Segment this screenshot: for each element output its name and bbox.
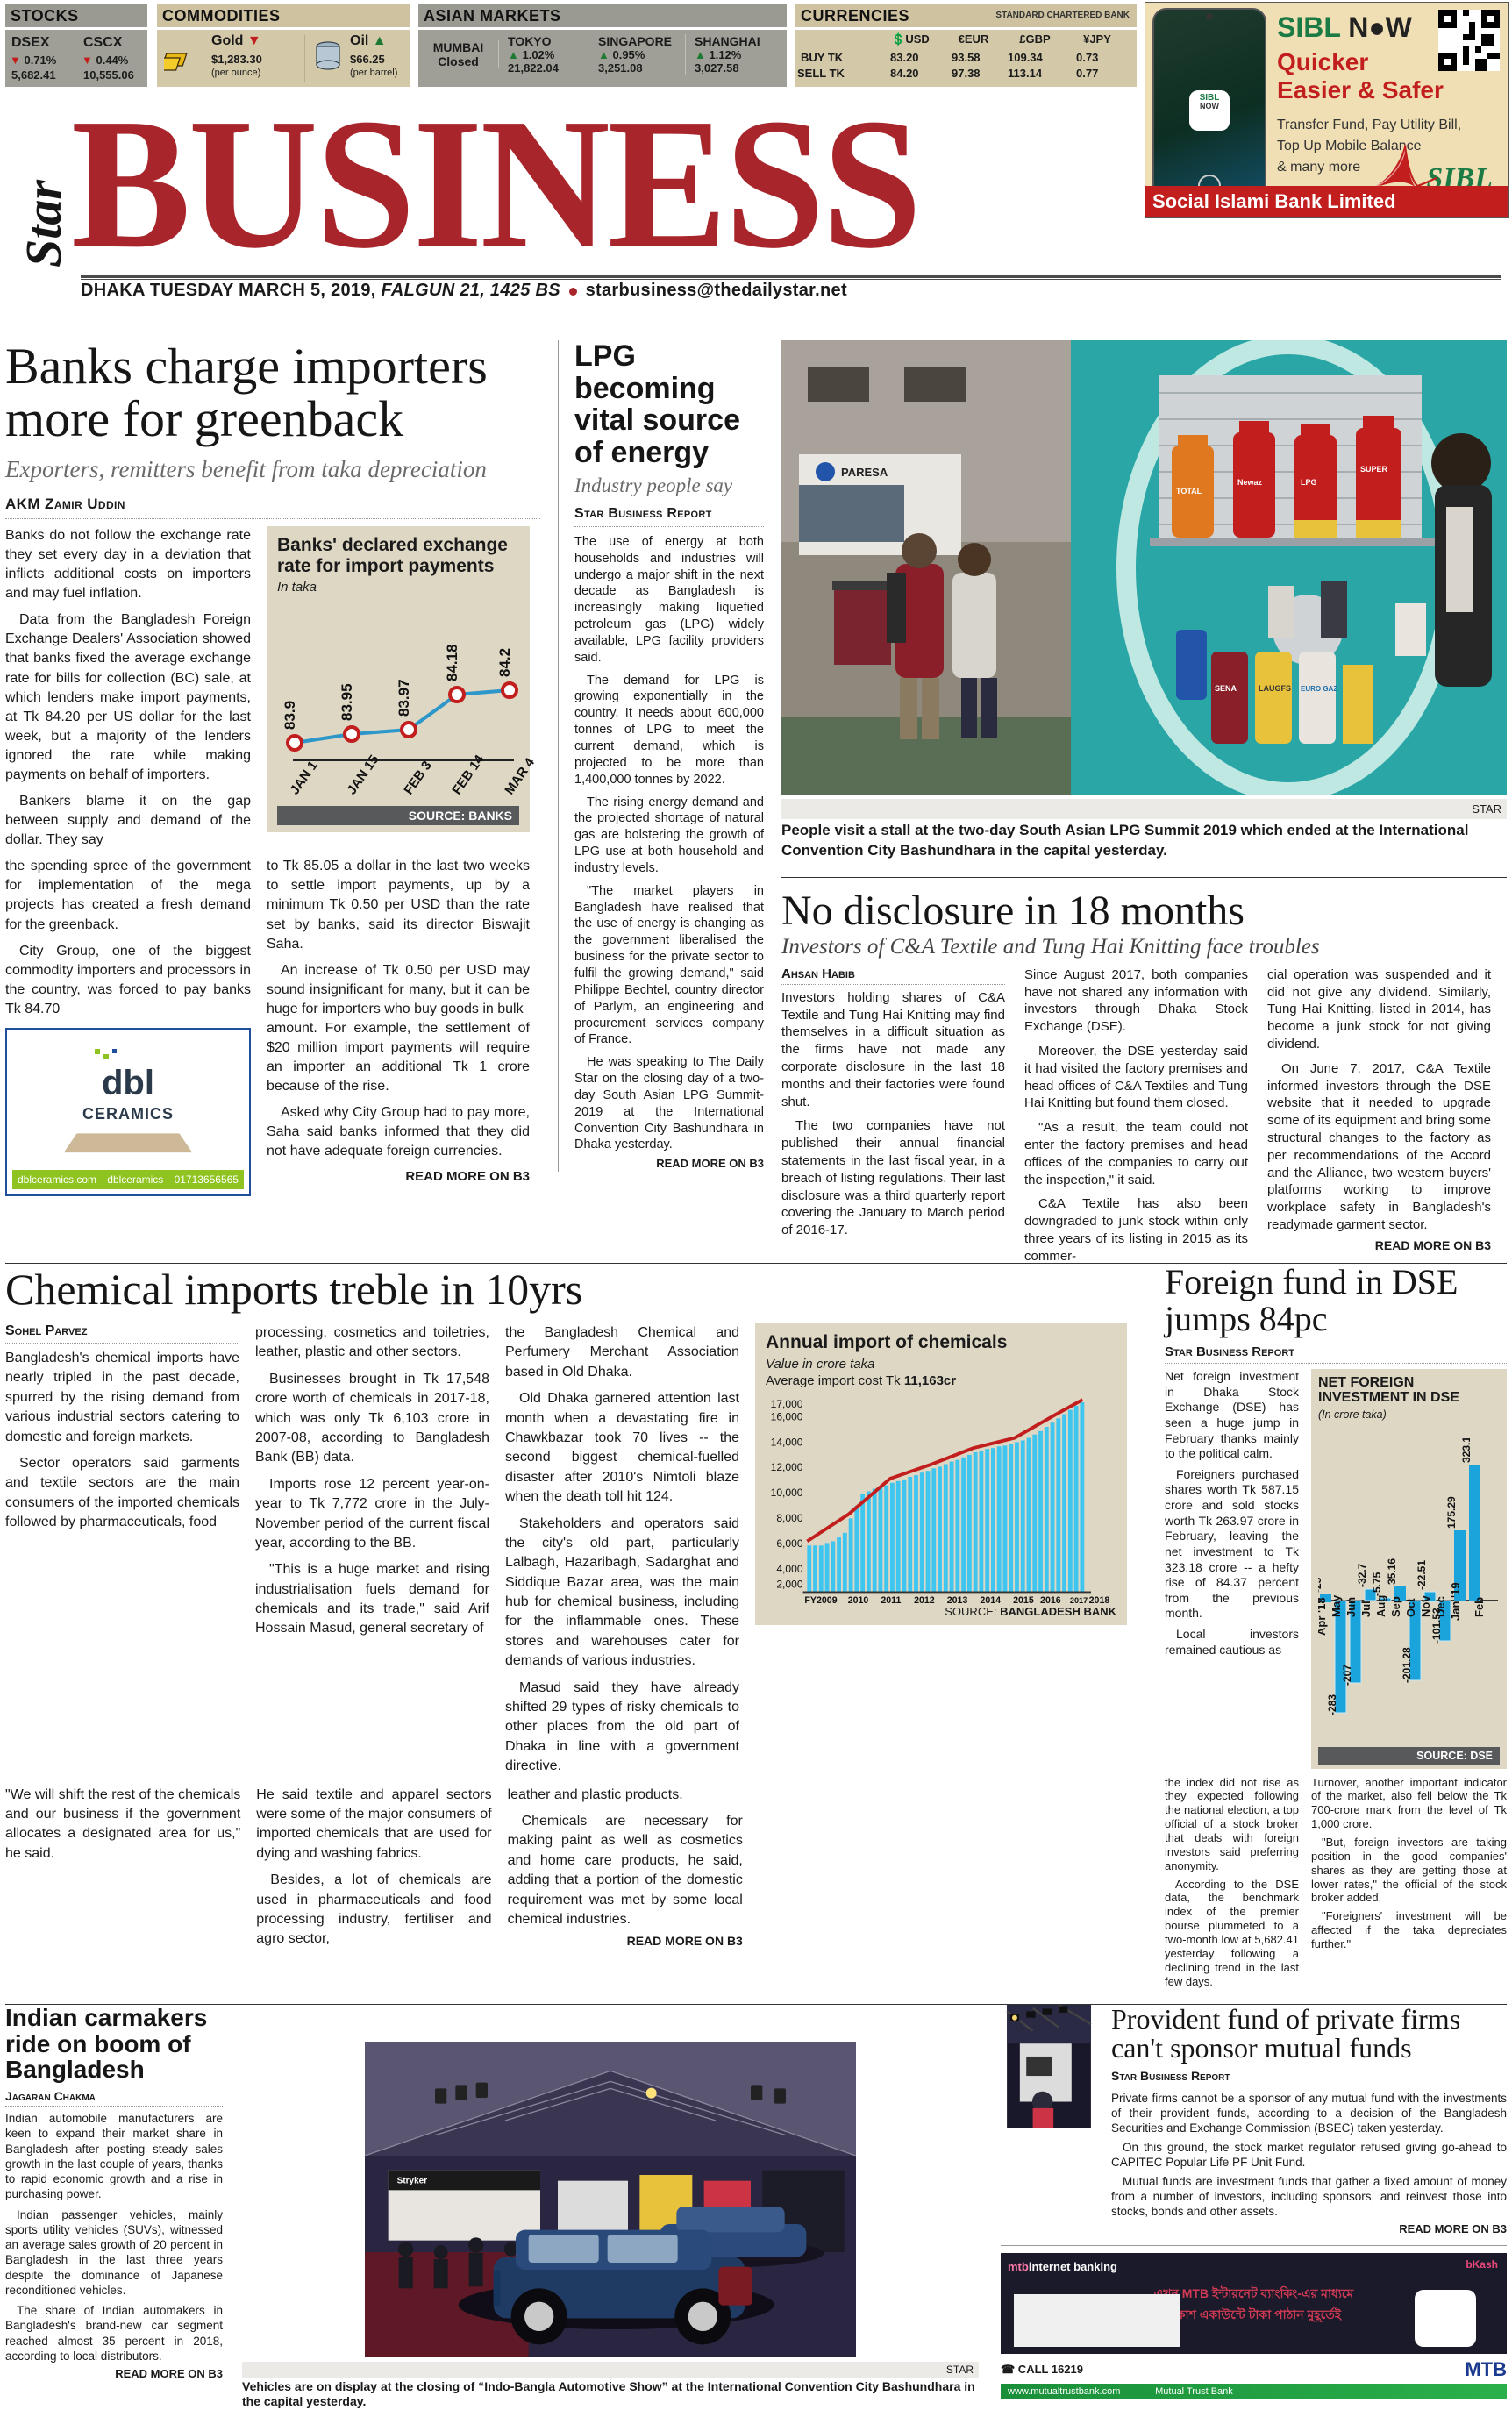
svg-text:-201.28: -201.28 bbox=[1401, 1647, 1413, 1683]
svg-text:2011: 2011 bbox=[881, 1595, 901, 1606]
svg-text:35.16: 35.16 bbox=[1386, 1558, 1398, 1584]
svg-text:84.2: 84.2 bbox=[496, 648, 513, 677]
svg-text:2010: 2010 bbox=[848, 1595, 869, 1606]
svg-text:LPG: LPG bbox=[1301, 478, 1317, 487]
svg-text:2,000: 2,000 bbox=[776, 1579, 802, 1591]
svg-text:-32.7: -32.7 bbox=[1356, 1563, 1368, 1587]
svg-text:8,000: 8,000 bbox=[776, 1512, 802, 1524]
svg-text:MAR 4: MAR 4 bbox=[502, 755, 537, 798]
svg-text:84.18: 84.18 bbox=[444, 645, 460, 682]
svg-text:Jan '19: Jan '19 bbox=[1449, 1582, 1462, 1621]
svg-text:SENA: SENA bbox=[1215, 684, 1237, 693]
svg-text:JAN 1: JAN 1 bbox=[287, 759, 320, 798]
svg-text:JAN 15: JAN 15 bbox=[344, 752, 382, 797]
svg-text:16,000: 16,000 bbox=[771, 1410, 803, 1422]
svg-text:Dec: Dec bbox=[1434, 1596, 1447, 1617]
svg-text:Jul: Jul bbox=[1359, 1601, 1373, 1617]
svg-text:PARESA: PARESA bbox=[841, 466, 888, 479]
svg-text:83.9: 83.9 bbox=[282, 701, 298, 730]
svg-text:Newaz: Newaz bbox=[1237, 478, 1263, 487]
svg-text:6,000: 6,000 bbox=[776, 1537, 802, 1550]
svg-text:2017: 2017 bbox=[1070, 1596, 1088, 1605]
svg-text:May: May bbox=[1330, 1594, 1343, 1616]
svg-text:83.97: 83.97 bbox=[396, 680, 412, 717]
svg-text:12,000: 12,000 bbox=[771, 1461, 803, 1473]
svg-text:10,000: 10,000 bbox=[771, 1487, 803, 1499]
svg-text:323.18: 323.18 bbox=[1460, 1438, 1473, 1463]
svg-text:-5.75: -5.75 bbox=[1371, 1572, 1383, 1596]
svg-text:4,000: 4,000 bbox=[776, 1563, 802, 1575]
svg-text:Stryker: Stryker bbox=[397, 2176, 428, 2185]
svg-text:2012: 2012 bbox=[914, 1595, 935, 1606]
svg-text:14,000: 14,000 bbox=[771, 1436, 803, 1448]
svg-text:FY2009: FY2009 bbox=[804, 1595, 837, 1606]
svg-text:Feb: Feb bbox=[1473, 1596, 1486, 1616]
svg-text:83.95: 83.95 bbox=[339, 684, 355, 722]
svg-text:175.29: 175.29 bbox=[1445, 1496, 1458, 1529]
svg-text:Aug: Aug bbox=[1374, 1594, 1387, 1616]
svg-text:-22.51: -22.51 bbox=[1416, 1559, 1428, 1589]
svg-text:EURO GAZ: EURO GAZ bbox=[1301, 685, 1337, 693]
svg-text:Apr '18: Apr '18 bbox=[1318, 1597, 1328, 1636]
svg-text:TOTAL: TOTAL bbox=[1176, 487, 1202, 496]
svg-text:-25: -25 bbox=[1318, 1577, 1323, 1593]
svg-text:Jun: Jun bbox=[1344, 1596, 1358, 1616]
svg-text:LAUGFS: LAUGFS bbox=[1259, 684, 1291, 693]
svg-text:-283: -283 bbox=[1326, 1693, 1338, 1715]
svg-text:FEB 3: FEB 3 bbox=[401, 759, 434, 798]
svg-text:SUPER: SUPER bbox=[1360, 465, 1388, 474]
svg-text:-207: -207 bbox=[1341, 1664, 1353, 1685]
svg-text:17,000: 17,000 bbox=[771, 1398, 803, 1410]
svg-text:FEB 14: FEB 14 bbox=[449, 752, 487, 797]
svg-text:Oct: Oct bbox=[1404, 1597, 1417, 1616]
svg-text:Nov: Nov bbox=[1419, 1594, 1432, 1616]
svg-text:Sep: Sep bbox=[1389, 1596, 1402, 1617]
